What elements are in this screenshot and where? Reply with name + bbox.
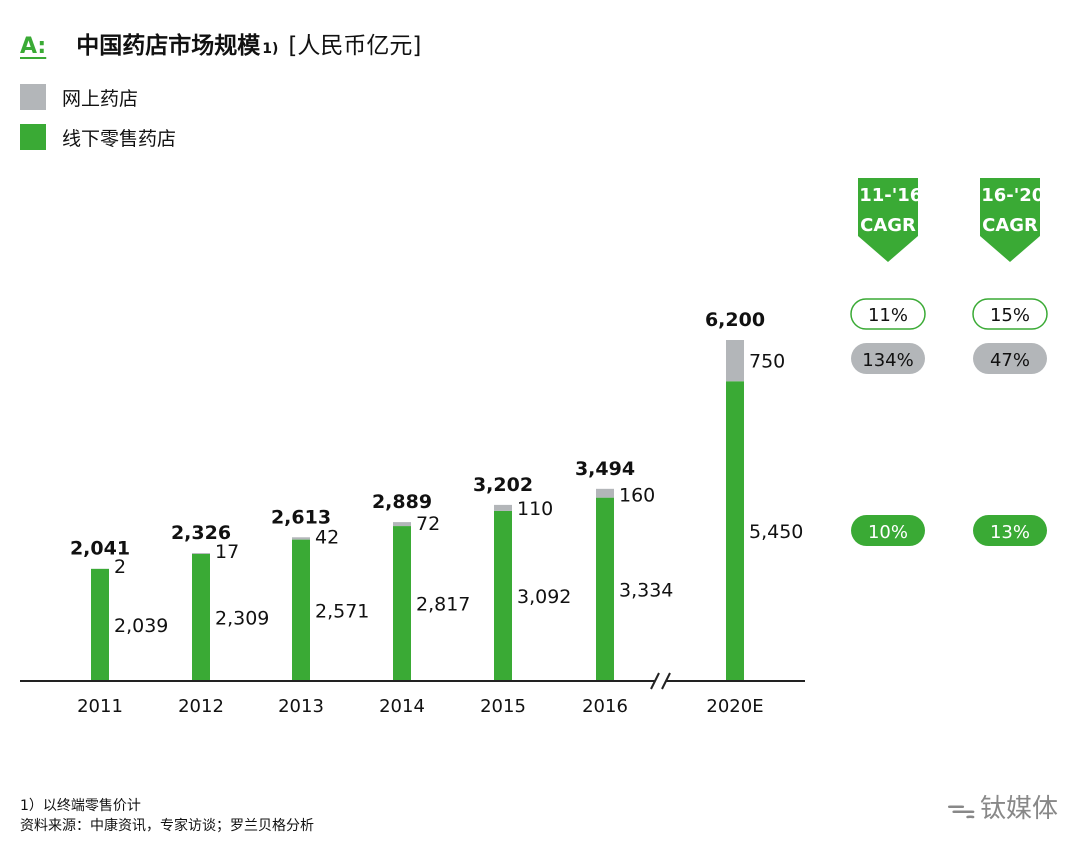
- source-note: 资料来源：中康资讯，专家访谈；罗兰贝格分析: [20, 818, 314, 834]
- cagr-total-pill-1: [972, 298, 1048, 330]
- cagr-online-pill-0: [851, 343, 925, 374]
- cagr-header-arrow-0: [858, 178, 918, 262]
- bar-offline-2014: [393, 526, 411, 681]
- cagr-offline-pill-0: [851, 515, 925, 546]
- cagr-online-value-0: 134%: [862, 350, 913, 371]
- cagr-offline-value-0: 10%: [868, 522, 908, 543]
- chart-title: 中国药店市场规模: [76, 33, 261, 59]
- panel-letter: A:: [20, 34, 47, 59]
- axis-break-mark-2: [661, 672, 671, 690]
- legend-swatch-online: [20, 84, 46, 110]
- legend-label-online: 网上药店: [62, 87, 139, 110]
- cagr-total-value-0: 11%: [868, 305, 908, 326]
- x-tick-label-2012: 2012: [178, 696, 224, 717]
- bar-offline-2020E: [726, 381, 744, 681]
- legend: 网上药店 线下零售药店: [20, 84, 176, 164]
- bar-offline-2011: [91, 568, 109, 681]
- bar-online-2014: [393, 522, 411, 527]
- x-tick-label-2016: 2016: [582, 696, 628, 717]
- offline-label-2016: 3,334: [619, 579, 673, 601]
- axis-break-mark-1: [650, 672, 660, 690]
- offline-label-2015: 3,092: [517, 586, 571, 608]
- offline-label-2013: 2,571: [315, 600, 369, 622]
- total-label-2016: 3,494: [575, 458, 635, 480]
- cagr-online-pill-1: [973, 343, 1047, 374]
- total-label-2014: 2,889: [372, 491, 432, 513]
- x-tick-label-2015: 2015: [480, 696, 526, 717]
- watermark-text: 钛媒体: [979, 794, 1058, 824]
- offline-label-2020E: 5,450: [749, 521, 803, 543]
- total-label-2012: 2,326: [171, 522, 231, 544]
- x-tick-label-2014: 2014: [379, 696, 425, 717]
- offline-label-2014: 2,817: [416, 594, 470, 616]
- online-label-2015: 110: [517, 498, 553, 520]
- online-label-2013: 42: [315, 527, 339, 549]
- online-label-2012: 17: [215, 541, 239, 563]
- bar-offline-2016: [596, 497, 614, 681]
- online-label-2011: 2: [114, 556, 126, 578]
- x-tick-label-2020E: 2020E: [706, 696, 763, 717]
- total-label-2011: 2,041: [70, 538, 130, 560]
- total-label-2013: 2,613: [271, 506, 331, 528]
- x-tick-label-2011: 2011: [77, 696, 123, 717]
- legend-item-online: 网上药店: [20, 84, 176, 110]
- chart-unit: [人民币亿元]: [288, 33, 422, 59]
- bar-offline-2012: [192, 554, 210, 681]
- legend-swatch-offline: [20, 124, 46, 150]
- cagr-total-value-1: 15%: [990, 305, 1030, 326]
- offline-label-2012: 2,309: [215, 608, 269, 630]
- bar-online-2012: [192, 553, 210, 555]
- cagr-total-pill-0: [850, 298, 926, 330]
- cagr-header-period-1: '16-'20: [976, 185, 1045, 206]
- legend-label-offline: 线下零售药店: [62, 127, 177, 150]
- bar-online-2020E: [726, 340, 744, 382]
- cagr-offline-pill-1: [973, 515, 1047, 546]
- cagr-header-period-0: '11-'16: [854, 185, 923, 206]
- legend-item-offline: 线下零售药店: [20, 124, 176, 150]
- footnote-1: 1）以终端零售价计: [20, 798, 141, 814]
- online-label-2016: 160: [619, 485, 655, 507]
- title-footnote-marker: 1): [262, 41, 279, 57]
- online-label-2020E: 750: [749, 351, 785, 373]
- wechat-logo-icon: ᯓ: [946, 791, 976, 826]
- online-label-2014: 72: [416, 513, 440, 535]
- bar-online-2013: [292, 537, 310, 540]
- cagr-header-label-1: CAGR: [982, 215, 1038, 236]
- footnotes: 1）以终端零售价计 资料来源：中康资讯，专家访谈；罗兰贝格分析: [20, 796, 314, 836]
- title-row: A: 中国药店市场规模 1) [人民币亿元]: [20, 26, 421, 66]
- total-label-2015: 3,202: [473, 474, 533, 496]
- cagr-header-arrow-1: [980, 178, 1040, 262]
- bar-online-2015: [494, 504, 512, 511]
- bar-online-2016: [596, 488, 614, 498]
- total-label-2020E: 6,200: [705, 309, 765, 331]
- cagr-offline-value-1: 13%: [990, 522, 1030, 543]
- cagr-header-label-0: CAGR: [860, 215, 916, 236]
- cagr-online-value-1: 47%: [990, 350, 1030, 371]
- bar-offline-2015: [494, 510, 512, 681]
- watermark: ᯓ 钛媒体: [946, 786, 1058, 827]
- x-tick-label-2013: 2013: [278, 696, 324, 717]
- offline-label-2011: 2,039: [114, 615, 168, 637]
- bar-offline-2013: [292, 539, 310, 681]
